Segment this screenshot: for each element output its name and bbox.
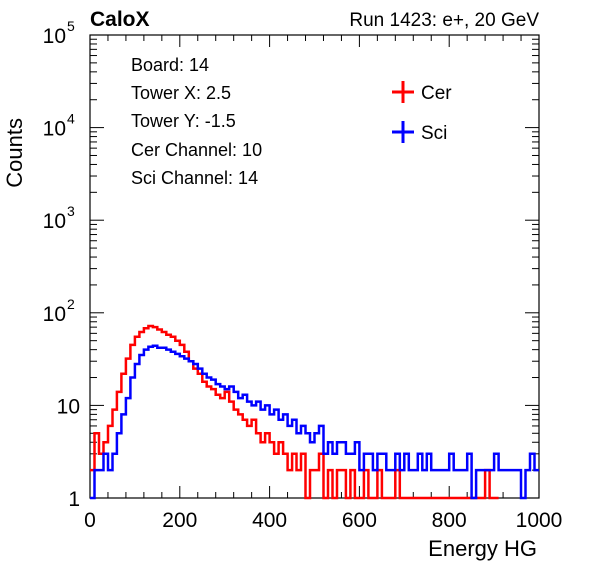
x-axis-title: Energy HG <box>428 536 537 561</box>
legend-label-sci: Sci <box>421 123 447 144</box>
y-tick-exponent: 2 <box>67 296 75 312</box>
info-line-cer-channel: Cer Channel: 10 <box>131 140 262 160</box>
y-axis-title: Counts <box>2 118 27 188</box>
x-tick-label: 400 <box>252 509 287 532</box>
x-tick-label: 1000 <box>516 509 563 532</box>
y-tick-label: 10 <box>57 395 80 418</box>
y-tick-label: 10 <box>43 25 66 48</box>
info-box <box>120 48 350 198</box>
series-sci-histogram <box>90 344 539 500</box>
legend-marker-cer <box>392 81 414 103</box>
header-right-label: Run 1423: e+, 20 GeV <box>349 10 539 31</box>
header-left-label: CaloX <box>90 8 150 31</box>
y-tick-exponent: 5 <box>67 18 75 34</box>
x-tick-label: 800 <box>432 509 467 532</box>
info-line-tower-y: Tower Y: -1.5 <box>131 111 236 131</box>
info-line-tower-x: Tower X: 2.5 <box>131 83 231 103</box>
info-line-sci-channel: Sci Channel: 14 <box>131 168 258 188</box>
x-tick-label: 200 <box>162 509 197 532</box>
plot-frame <box>89 34 540 499</box>
info-line-board: Board: 14 <box>131 55 209 75</box>
y-tick-label: 10 <box>43 303 66 326</box>
y-tick-label: 1 <box>68 488 80 511</box>
x-tick-label: 600 <box>342 509 377 532</box>
y-tick-exponent: 4 <box>67 111 75 127</box>
data-series <box>90 324 539 500</box>
y-tick-label: 10 <box>43 118 66 141</box>
legend-label-cer: Cer <box>421 83 452 104</box>
y-tick-label: 10 <box>43 210 66 233</box>
y-tick-exponent: 3 <box>67 203 75 219</box>
legend-marker-sci <box>392 121 414 143</box>
legend: Cer Sci <box>392 81 452 144</box>
x-tick-label: 0 <box>84 509 96 532</box>
